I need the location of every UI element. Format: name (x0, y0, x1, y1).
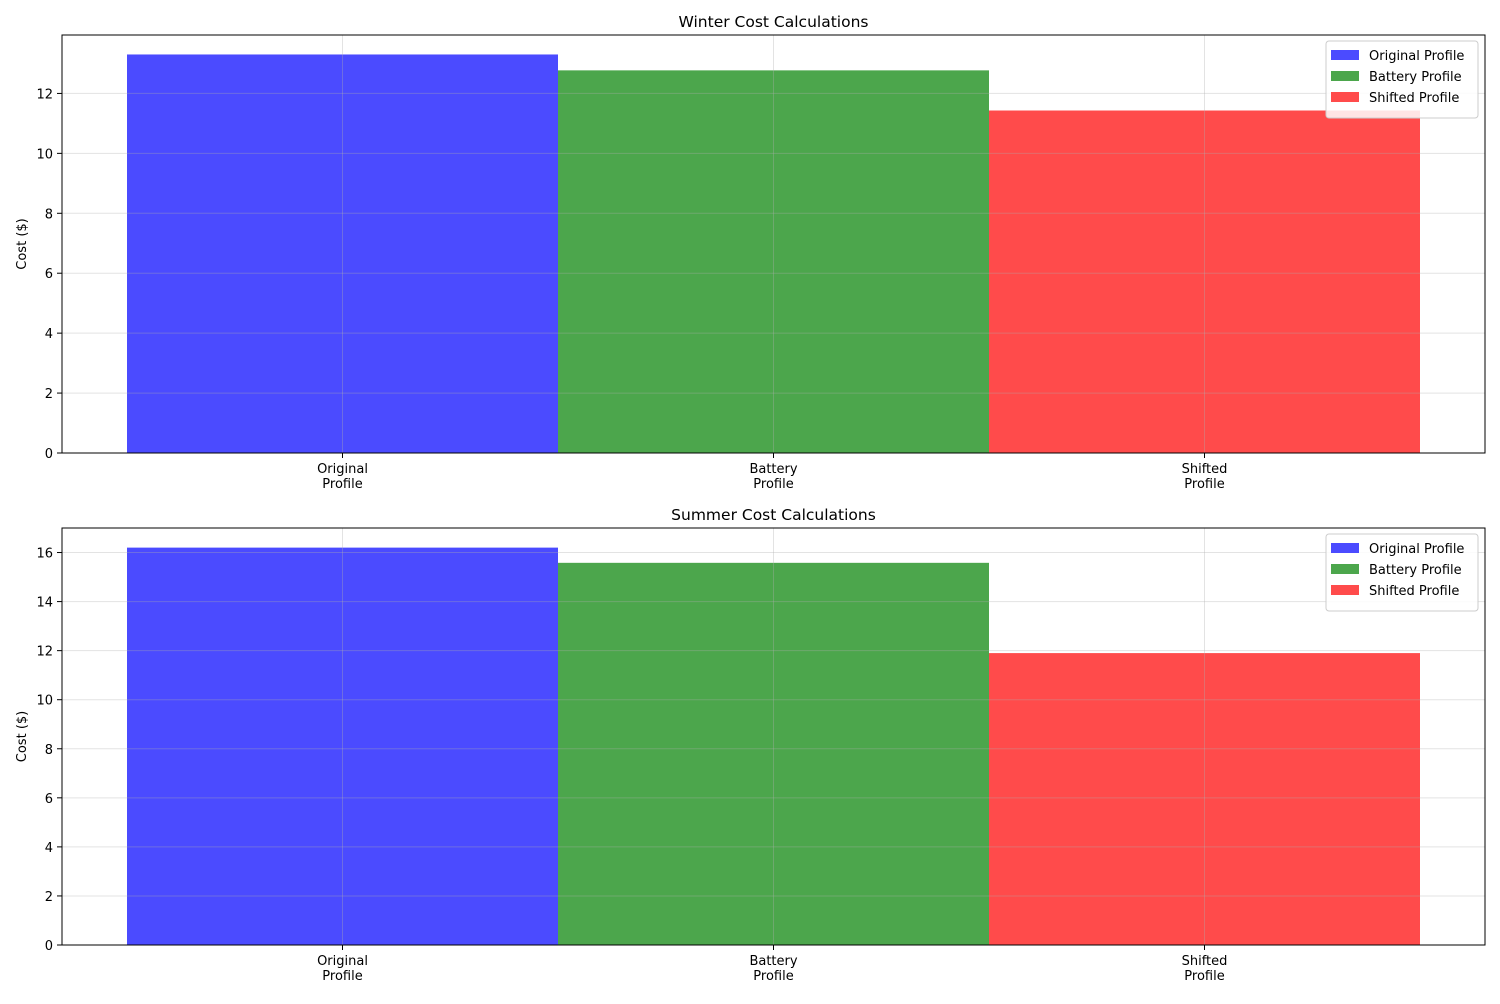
chart-panel-2: 0 2 4 6 8 10 12 14 16 Original Profile Battery Profi… (15, 506, 1486, 984)
bar-battery-profile (558, 70, 989, 454)
y-tick-label: 0 (45, 447, 53, 462)
y-tick-label: 6 (45, 267, 53, 282)
y-tick-label: 8 (45, 207, 53, 222)
chart-title: Winter Cost Calculations (679, 13, 869, 31)
legend-swatch-shifted-profile (1331, 585, 1359, 595)
x-tick-label: Battery Profile (749, 462, 797, 492)
y-tick-label: 4 (45, 327, 53, 342)
y-tick-label: 16 (36, 547, 53, 562)
legend-label-battery-profile: Battery Profile (1369, 563, 1462, 578)
legend-label-shifted-profile: Shifted Profile (1369, 91, 1459, 106)
legend-swatch-battery-profile (1331, 71, 1359, 81)
y-tick-label: 10 (36, 147, 53, 162)
y-tick-label: 2 (45, 387, 53, 402)
legend-label-original-profile: Original Profile (1369, 542, 1464, 557)
y-tick-label: 12 (36, 645, 53, 660)
bar-battery-profile (558, 562, 989, 945)
bar-original-profile (127, 54, 558, 453)
legend-box (1325, 533, 1479, 612)
x-tick-label: Shifted Profile (1182, 954, 1228, 984)
legend-swatch-battery-profile (1331, 564, 1359, 574)
y-tick-label: 4 (45, 841, 53, 856)
bar-original-profile (127, 547, 558, 945)
x-tick-label: Original Profile (317, 462, 368, 492)
legend-swatch-original-profile (1331, 50, 1359, 60)
legend-box (1325, 40, 1479, 119)
y-tick-label: 10 (36, 694, 53, 709)
y-tick-label: 0 (45, 939, 53, 954)
x-tick-label: Shifted Profile (1182, 462, 1228, 492)
legend-label-shifted-profile: Shifted Profile (1369, 584, 1459, 599)
y-tick-label: 14 (36, 596, 53, 611)
y-tick-label: 6 (45, 792, 53, 807)
legend-swatch-original-profile (1331, 543, 1359, 553)
bar-shifted-profile (989, 110, 1420, 453)
legend-label-original-profile: Original Profile (1369, 49, 1464, 64)
legend-swatch-shifted-profile (1331, 92, 1359, 102)
y-axis-label: Cost ($) (15, 711, 30, 762)
y-tick-label: 2 (45, 890, 53, 905)
x-tick-label: Battery Profile (749, 954, 797, 984)
legend: Original Profile Battery Profile Shifted P… (1325, 40, 1479, 119)
y-tick-label: 12 (36, 87, 53, 102)
legend-label-battery-profile: Battery Profile (1369, 70, 1462, 85)
bar-shifted-profile (989, 653, 1420, 945)
y-tick-label: 8 (45, 743, 53, 758)
chart-title: Summer Cost Calculations (671, 506, 876, 524)
legend: Original Profile Battery Profile Shifted P… (1325, 533, 1479, 612)
y-axis-label: Cost ($) (15, 218, 30, 269)
x-tick-label: Original Profile (317, 954, 368, 984)
chart-panel-1: 0 2 4 6 8 10 12 Original Profile Battery Profile Sh… (15, 13, 1486, 492)
